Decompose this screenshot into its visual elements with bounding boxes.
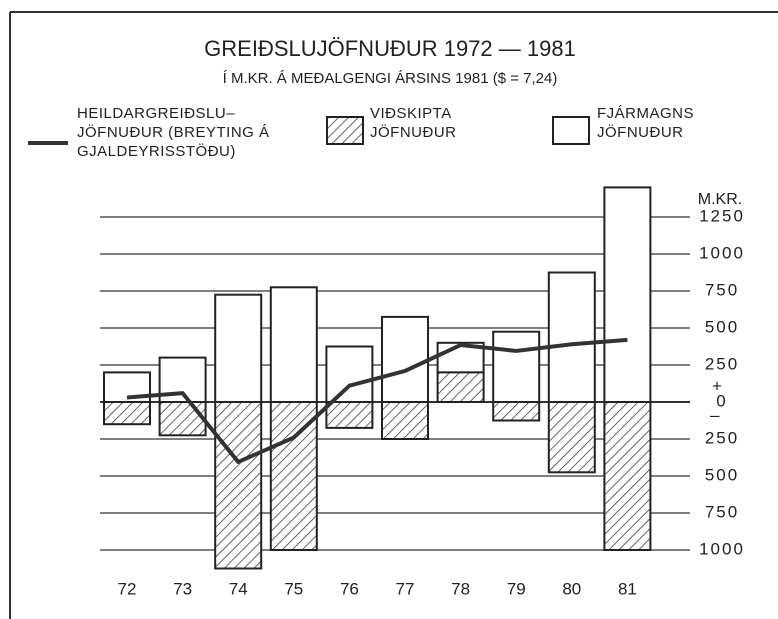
bar (603, 186, 652, 403)
y-tick-label: 750 (705, 280, 739, 299)
line (126, 337, 628, 464)
bar (492, 401, 541, 422)
x-tick-label: 80 (562, 579, 581, 598)
x-tick-label: 77 (396, 579, 415, 598)
x-tick-label: 73 (173, 579, 192, 598)
x-tick-label: 81 (618, 579, 637, 598)
x-tick-label: 76 (340, 579, 359, 598)
x-tick-label: 75 (284, 579, 303, 598)
y-axis-label: M.KR. (698, 191, 742, 208)
y-tick-label: 750 (705, 502, 739, 521)
bar (269, 401, 318, 551)
bar (158, 401, 207, 437)
legend-label: HEILDARGREIÐSLU– JÖFNUÐUR (BREYTING Á GJ… (77, 105, 270, 160)
x-tick-label: 78 (451, 579, 470, 598)
zero-sign: – (710, 405, 720, 424)
x-tick-label: 74 (229, 579, 248, 598)
y-tick-label: 0 (716, 391, 727, 410)
x-tick-label: 72 (118, 579, 137, 598)
bar (214, 293, 263, 404)
y-tick-label: 1000 (699, 243, 745, 262)
zero-sign: + (712, 376, 722, 395)
bar (547, 271, 596, 403)
legend-label: FJÁRMAGNS JÖFNUÐUR (597, 105, 695, 141)
chart-title: GREIÐSLUJÖFNUÐUR 1972 — 1981 (204, 36, 576, 61)
bar (269, 286, 318, 403)
legend-label: VIÐSKIPTA JÖFNUÐUR (370, 105, 457, 141)
y-tick-label: 1000 (699, 539, 745, 558)
y-tick-label: 500 (705, 317, 739, 336)
legend-swatch (326, 116, 364, 145)
chart-subtitle: Í M.KR. Á MEÐALGENGI ÁRSINS 1981 ($ = 7,… (223, 70, 558, 87)
bar (103, 401, 151, 426)
y-tick-label: 250 (705, 428, 739, 447)
bar (325, 345, 374, 403)
bar (325, 401, 374, 429)
bar (547, 401, 596, 474)
x-tick-label: 79 (507, 579, 526, 598)
bar (214, 401, 263, 570)
y-tick-label: 500 (705, 465, 739, 484)
bar (381, 315, 429, 403)
y-tick-label: 1250 (699, 206, 745, 225)
bar (603, 401, 652, 551)
bar (492, 330, 541, 404)
legend-swatch (552, 116, 590, 145)
bar (381, 401, 429, 440)
y-tick-label: 250 (705, 354, 739, 373)
bar (436, 371, 485, 403)
